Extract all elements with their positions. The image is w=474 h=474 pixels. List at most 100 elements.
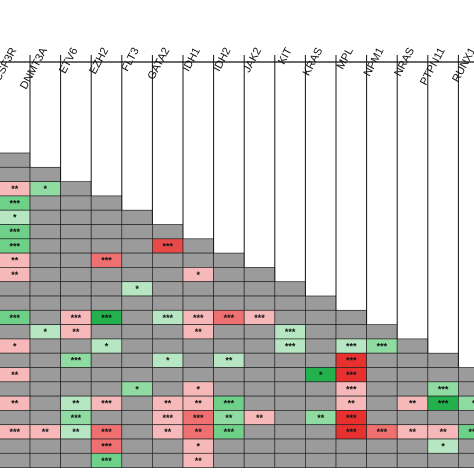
empty-cell — [121, 395, 153, 411]
empty-cell — [0, 295, 31, 311]
empty-cell — [90, 324, 123, 340]
empty-cell — [305, 424, 337, 440]
empty-cell — [274, 438, 306, 454]
column-label: IDH1 — [181, 46, 203, 74]
empty-cell — [60, 281, 92, 297]
empty-cell — [0, 381, 31, 397]
empty-cell — [29, 410, 61, 426]
empty-cell — [366, 352, 398, 368]
empty-cell — [121, 238, 153, 254]
empty-cell — [182, 367, 214, 383]
empty-cell — [0, 452, 31, 468]
empty-cell — [427, 352, 459, 368]
empty-cell — [305, 295, 337, 311]
empty-cell — [182, 295, 214, 311]
cell-label: * — [44, 184, 48, 194]
empty-cell — [29, 309, 61, 325]
cell-label: * — [135, 384, 139, 394]
empty-cell — [305, 352, 337, 368]
column-label: RUNX1 — [450, 46, 474, 85]
empty-cell — [274, 381, 306, 397]
empty-cell — [243, 338, 276, 354]
empty-cell — [243, 367, 276, 383]
cell-label: ** — [11, 256, 19, 266]
cell-label: ** — [164, 427, 172, 437]
empty-cell — [0, 152, 31, 168]
empty-cell — [366, 395, 398, 411]
empty-cell — [29, 195, 61, 211]
empty-cell — [305, 395, 337, 411]
empty-cell — [274, 367, 306, 383]
empty-cell — [90, 381, 123, 397]
column-label: GATA2 — [146, 46, 173, 82]
cell-label: *** — [101, 256, 112, 266]
empty-cell — [396, 381, 429, 397]
empty-cell — [29, 381, 61, 397]
cell-label: ** — [11, 270, 19, 280]
matrix: ****************************************… — [0, 55, 474, 468]
empty-cell — [213, 381, 245, 397]
empty-cell — [29, 438, 61, 454]
cell-label: ** — [225, 413, 233, 423]
empty-cell — [0, 281, 31, 297]
empty-cell — [60, 224, 92, 240]
empty-cell — [121, 367, 153, 383]
cell-label: *** — [101, 399, 112, 409]
empty-cell — [396, 452, 429, 468]
empty-cell — [0, 324, 31, 340]
empty-cell — [152, 295, 184, 311]
cell-label: *** — [9, 313, 20, 323]
cell-label: *** — [285, 341, 296, 351]
cell-label: *** — [346, 384, 357, 394]
column-label: IDH2 — [211, 46, 233, 74]
empty-cell — [274, 424, 306, 440]
cell-label: *** — [254, 313, 265, 323]
cell-label: ** — [195, 427, 203, 437]
empty-cell — [305, 381, 337, 397]
empty-cell — [213, 295, 245, 311]
cell-label: ** — [409, 427, 417, 437]
empty-cell — [152, 267, 184, 283]
empty-cell — [427, 410, 459, 426]
empty-cell — [29, 224, 61, 240]
cell-label: * — [441, 442, 445, 452]
empty-cell — [60, 181, 92, 197]
empty-cell — [213, 367, 245, 383]
cell-label: *** — [346, 413, 357, 423]
cell-label: * — [319, 370, 323, 380]
cell-label: *** — [224, 427, 235, 437]
empty-cell — [121, 309, 153, 325]
cell-label: *** — [9, 427, 20, 437]
empty-cell — [90, 281, 123, 297]
cell-label: *** — [346, 341, 357, 351]
cell-label: *** — [71, 413, 82, 423]
empty-cell — [121, 267, 153, 283]
column-label: KIT — [276, 46, 295, 67]
cell-label: * — [13, 213, 17, 223]
empty-cell — [274, 410, 306, 426]
empty-cell — [90, 367, 123, 383]
cell-label: ** — [11, 370, 19, 380]
empty-cell — [396, 438, 429, 454]
cell-label: *** — [9, 227, 20, 237]
empty-cell — [29, 238, 61, 254]
empty-cell — [152, 281, 184, 297]
empty-cell — [152, 381, 184, 397]
empty-cell — [60, 267, 92, 283]
cell-label: ** — [72, 327, 80, 337]
empty-cell — [121, 324, 153, 340]
empty-cell — [90, 352, 123, 368]
empty-cell — [121, 424, 153, 440]
empty-cell — [29, 281, 61, 297]
empty-cell — [335, 309, 367, 325]
cell-label: *** — [162, 241, 173, 251]
empty-cell — [305, 324, 337, 340]
empty-cell — [243, 424, 276, 440]
column-label: CSF3R — [0, 46, 19, 84]
empty-cell — [243, 381, 276, 397]
empty-cell — [121, 252, 153, 268]
cell-label: *** — [438, 384, 449, 394]
cell-label: ** — [42, 427, 50, 437]
cell-label: *** — [101, 427, 112, 437]
cell-label: *** — [193, 413, 204, 423]
